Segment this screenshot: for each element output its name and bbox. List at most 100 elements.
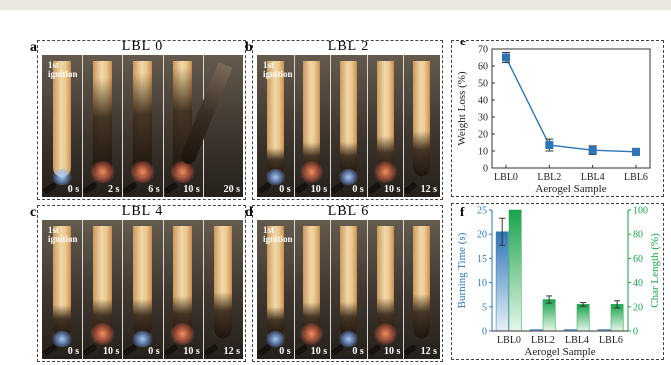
burning-time-chart: f 0 5 10 15 20 25 0 20 40 60 80 100 LBL0 LBL2 LBL4 LBL6 A… <box>456 204 661 358</box>
photo-strip: 0 s 10 s 0 s 10 s 12 s 1st ignition <box>42 220 243 359</box>
frame-divider <box>82 55 84 197</box>
photo-strip: 0 s 10 s 0 s 10 s 12 s 1st ignition <box>257 55 440 197</box>
frame-divider <box>162 220 164 359</box>
y2-tick-label: 40 <box>633 278 643 289</box>
x-tick-label: LBL2 <box>531 335 555 346</box>
panel-letter: f <box>460 204 465 219</box>
y2-tick-label: 100 <box>633 206 648 217</box>
y-tick-label: 20 <box>478 130 488 141</box>
chart-panel-f: f 0 5 10 15 20 25 0 20 40 60 80 100 LBL0 LBL2 LBL4 LBL6 A… <box>451 203 664 360</box>
top-banner <box>0 0 671 10</box>
weight-loss-chart: e 0 10 20 30 40 50 60 70 LBL0 LBL2 LBL4 LBL6 Aerogel … <box>456 41 651 195</box>
photo-panel-b: b LBL 2 0 s 10 s 0 s 10 s 12 s 1st ignition <box>245 39 443 200</box>
panel-letter: e <box>460 41 466 48</box>
panel-title: LBL 6 <box>327 204 370 219</box>
data-point <box>502 53 510 62</box>
y-tick-label: 10 <box>478 147 488 158</box>
ignition-label: 1st ignition <box>263 60 293 79</box>
y-tick-label: 0 <box>482 327 487 338</box>
y-tick-label: 15 <box>477 254 487 265</box>
panel-letter: d <box>245 205 253 220</box>
y-tick-label: 30 <box>478 113 488 124</box>
y-tick-label: 70 <box>478 45 488 56</box>
frame-divider <box>293 220 295 359</box>
ignition-flame <box>50 169 74 185</box>
y-tick-label: 5 <box>482 302 487 313</box>
x-tick-label: LBL0 <box>494 172 518 183</box>
x-tick-label: LBL6 <box>599 335 623 346</box>
y2-tick-label: 20 <box>633 302 643 313</box>
x-tick-label: LBL0 <box>497 335 521 346</box>
flame-glow <box>89 161 116 183</box>
frame-divider <box>122 220 124 359</box>
time-label: 10 s <box>103 346 120 357</box>
ignition-flame <box>50 331 74 347</box>
flame-glow <box>169 161 196 183</box>
data-point <box>588 146 597 155</box>
time-label: 0 s <box>67 184 80 195</box>
x-axis-label: Aerogel Sample <box>524 346 595 358</box>
flame-glow <box>299 161 325 183</box>
time-label: 10 s <box>384 346 401 357</box>
frame-divider <box>162 55 164 197</box>
time-label: 12 s <box>420 346 437 357</box>
flame-glow <box>89 323 116 345</box>
y-tick-label: 60 <box>478 62 488 73</box>
x-tick-label: LBL2 <box>537 172 561 183</box>
char-length-bar <box>542 299 556 332</box>
panel-letter: b <box>245 40 253 55</box>
char-zone <box>413 130 431 177</box>
y-tick-label: 20 <box>477 230 487 241</box>
panel-title: LBL 0 <box>121 39 164 54</box>
photo-strip: 0 s 2 s 6 s 10 s 20 s 1st ignition <box>42 55 243 197</box>
photo-panel-a: a LBL 0 0 s 2 s 6 s 10 s 20 s 1st ignition <box>30 39 246 200</box>
x-tick-label: LBL4 <box>565 335 589 346</box>
time-label: 10 s <box>183 346 200 357</box>
char-length-bar <box>508 209 522 332</box>
y-axis-label: Weight Loss (%) <box>456 71 468 146</box>
char-length-bar <box>576 304 590 332</box>
char-zone <box>340 301 357 339</box>
y-axis-label: Burning Time (s) <box>456 232 468 308</box>
ignition-label: 1st ignition <box>48 225 78 244</box>
y2-tick-label: 0 <box>633 327 638 338</box>
y-tick-label: 0 <box>483 164 488 175</box>
data-point <box>545 141 554 150</box>
photo-panel-c: c LBL 4 0 s 10 s 0 s 10 s 12 s 1st ignition <box>30 204 246 362</box>
time-label: 0 s <box>352 346 364 357</box>
photo-panel-d: d LBL 6 0 s 10 s 0 s 10 s 12 s 1st ignition <box>245 204 443 362</box>
weight-loss-line <box>505 57 637 153</box>
x-tick-label: LBL6 <box>624 172 648 183</box>
frame-divider <box>366 55 368 197</box>
frame-divider <box>403 220 405 359</box>
flame-glow <box>169 323 196 345</box>
x-tick-label: LBL4 <box>581 172 605 183</box>
char-zone <box>133 299 152 339</box>
panel-title: LBL 2 <box>327 39 370 54</box>
char-zone <box>52 305 72 339</box>
y-tick-label: 10 <box>477 278 487 289</box>
time-label: 6 s <box>148 184 160 195</box>
panel-letter: a <box>30 40 37 55</box>
time-label: 10 s <box>183 184 200 195</box>
frame-divider <box>293 55 295 197</box>
chart-panel-e: e 0 10 20 30 40 50 60 70 LBL0 LBL2 LBL4 LBL6 Aerogel … <box>451 40 664 197</box>
frame-divider <box>202 220 204 359</box>
y2-tick-label: 80 <box>633 230 643 241</box>
time-label: 0 s <box>67 346 80 357</box>
flame-glow <box>129 161 156 183</box>
time-label: 20 s <box>223 184 240 195</box>
x-axis-label: Aerogel Sample <box>535 183 606 195</box>
ignition-flame <box>131 331 154 347</box>
char-zone <box>93 78 112 177</box>
y2-axis-label: Char Length (%) <box>649 233 661 308</box>
photo-strip: 0 s 10 s 0 s 10 s 12 s 1st ignition <box>257 220 440 359</box>
time-label: 0 s <box>279 184 291 195</box>
time-label: 2 s <box>108 184 120 195</box>
y2-tick-label: 60 <box>633 254 643 265</box>
frame-divider <box>330 55 332 197</box>
ignition-flame <box>264 331 286 347</box>
frame-divider <box>403 55 405 197</box>
char-zone <box>413 293 431 339</box>
plot-frame <box>491 48 651 169</box>
